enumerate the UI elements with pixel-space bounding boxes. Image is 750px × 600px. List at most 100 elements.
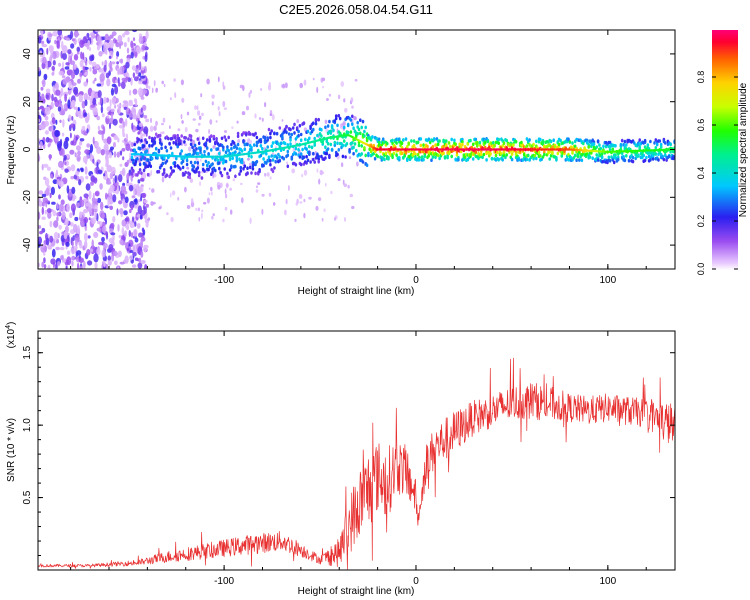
spectrogram-cell [41, 202, 45, 207]
spectrogram-cell [196, 137, 200, 141]
spectrogram-cell [47, 143, 51, 148]
spectrogram-cell [449, 144, 452, 149]
spectrogram-cell [286, 143, 290, 147]
spectrogram-cell [64, 168, 69, 173]
spectrogram-cell [240, 160, 244, 165]
spectrogram-cell [266, 172, 270, 177]
spectrogram-cell [173, 136, 177, 140]
spectrogram-cell [662, 157, 666, 162]
spectrogram-cell [41, 216, 46, 220]
spectrogram-cell [56, 212, 60, 217]
spectrogram-cell [232, 178, 236, 182]
spectrogram-cell [166, 212, 169, 216]
spectrogram-cell [186, 205, 191, 209]
spectrogram-cell [623, 158, 627, 163]
spectrogram-cell [114, 175, 117, 184]
spectrogram-cell [73, 64, 77, 70]
spectrogram-cell [128, 101, 134, 107]
spectrogram-cell [78, 141, 83, 146]
spectrogram-cell [82, 52, 85, 61]
spectrogram-cell [133, 162, 136, 167]
spectrogram-cell [224, 150, 228, 154]
spectrogram-cell [305, 147, 308, 151]
spectrogram-cell [145, 30, 149, 39]
spectrogram-cell [76, 154, 81, 162]
spectrogram-cell [259, 139, 263, 144]
spectrogram-cell [261, 146, 264, 151]
spectrogram-cell [70, 247, 77, 255]
spectrogram-cell [78, 114, 84, 119]
spectrogram-cell [520, 140, 523, 145]
spectrogram-cell [41, 193, 47, 198]
spectrogram-cell [303, 79, 307, 86]
spectrogram-cell [351, 141, 354, 145]
spectrogram-cell [124, 217, 129, 222]
spectrogram-cell [445, 143, 448, 147]
spectrogram-cell [71, 241, 74, 247]
spectrogram-cell [625, 143, 628, 147]
spectrogram-cell [340, 81, 345, 87]
spectrogram-cell [141, 192, 147, 199]
spectrogram-cell [82, 155, 88, 164]
spectrogram-cell [181, 165, 185, 170]
spectrogram-cell [161, 161, 165, 166]
spectrogram-cell [669, 149, 672, 154]
spectrogram-cell [432, 137, 436, 142]
spectrogram-cell [141, 227, 145, 233]
spectrogram-cell [104, 149, 109, 156]
spectrogram-cell [196, 161, 200, 165]
spectrogram-cell [96, 213, 99, 222]
spectrogram-cell [111, 254, 115, 262]
spectrogram-cell [291, 126, 295, 130]
spectrogram-cell [614, 144, 617, 148]
spectrogram-cell [207, 167, 210, 172]
spectrogram-cell [39, 141, 43, 149]
spectrogram-cell [141, 89, 147, 95]
colorbar-tick-label: 0.4 [696, 167, 706, 180]
spectrogram-cell [69, 132, 72, 139]
spectrogram-cell [140, 96, 145, 100]
spectrogram-cell [86, 249, 91, 256]
spectrogram-cell [324, 125, 327, 130]
spectrogram-cell [106, 115, 110, 119]
spectrogram-cell [64, 218, 69, 226]
spectrogram-cell [120, 81, 126, 89]
spectrogram-cell [352, 126, 355, 130]
spectrogram-cell [445, 139, 448, 143]
spectrogram-cell [238, 172, 241, 176]
spectrogram-cell [100, 149, 106, 156]
spectrogram-cell [143, 244, 148, 253]
spectrogram-cell [175, 142, 178, 146]
spectrogram-cell [308, 196, 312, 200]
spectrogram-cell [510, 152, 514, 156]
spectrogram-cell [474, 137, 478, 142]
spectrogram-cell [110, 113, 114, 118]
spectrogram-cell [600, 155, 604, 160]
spectrogram-cell [645, 155, 648, 160]
spectrogram-cell [97, 220, 101, 225]
spectrogram-cell [185, 162, 189, 167]
spectrogram-cell [138, 199, 141, 203]
spectrogram-cell [189, 160, 193, 165]
spectrogram-cell [234, 150, 237, 154]
spectrogram-cell [364, 125, 368, 130]
spectrogram-cell [101, 213, 105, 219]
spectrogram-cell [482, 152, 486, 157]
spectrogram-cell [38, 211, 41, 221]
spectrogram-cell [267, 127, 271, 132]
spectrogram-cell [576, 154, 580, 159]
spectrogram-cell [137, 187, 142, 196]
spectrogram-cell [342, 179, 345, 185]
spectrogram-cell [469, 138, 472, 143]
spectrogram-cell [315, 205, 319, 211]
spectrogram-cell [284, 82, 288, 89]
spectrogram-cell [203, 149, 206, 154]
spectrogram-cell [320, 128, 323, 132]
spectrogram-cell [165, 149, 169, 153]
spectrogram-cell [539, 154, 542, 158]
spectrogram-cell [619, 142, 623, 147]
spectrogram-cell [51, 65, 55, 71]
spectrogram-cell [91, 61, 97, 67]
spectrogram-cell [103, 44, 108, 54]
spectrogram-cell [122, 182, 126, 187]
